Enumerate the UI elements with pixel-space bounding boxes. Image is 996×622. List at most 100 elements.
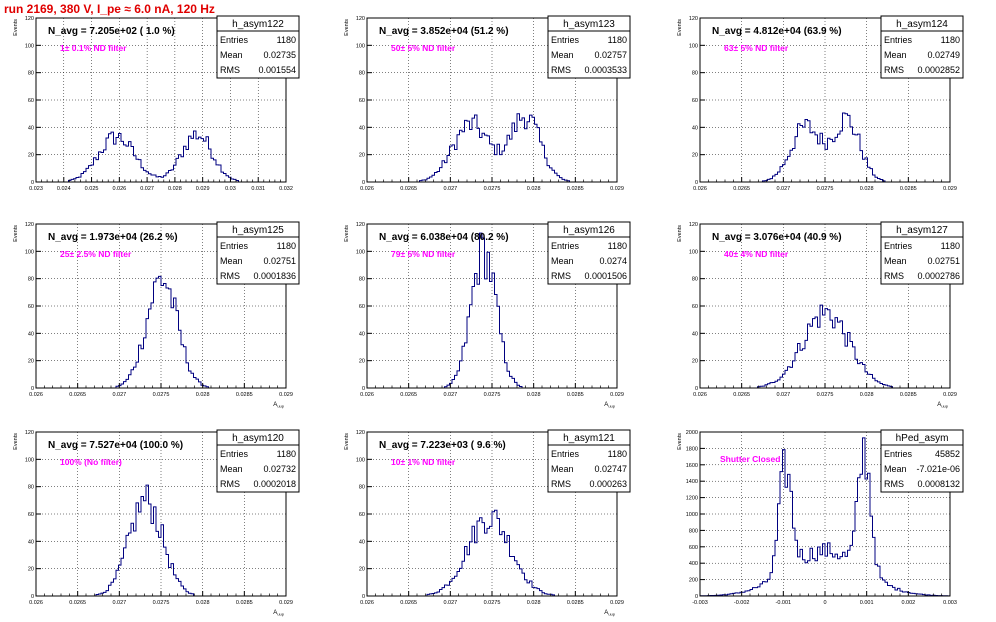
- y-tick-label: 80: [692, 71, 698, 77]
- y-tick-label: 100: [356, 457, 365, 463]
- histogram-panel-h_asym124: 0.026 0.0265 0.027 0.0275 0.028 0.0285 0.029 0 2…: [677, 15, 964, 192]
- y-tick-label: 60: [28, 512, 34, 518]
- filter-label: 63± 5% ND filter: [724, 43, 789, 53]
- x-tick-label: 0.026: [29, 600, 43, 606]
- stats-box: [547, 429, 631, 493]
- x-tick-label: 0.026: [360, 392, 374, 398]
- stats-value: 0.001554: [258, 65, 296, 75]
- stats-key: Entries: [884, 35, 913, 45]
- filter-label: 1± 0.1% ND filter: [60, 43, 127, 53]
- y-tick-label: 40: [359, 125, 365, 131]
- y-tick-label: 1800: [686, 446, 698, 452]
- stats-key: RMS: [884, 479, 904, 489]
- stats-value: 1180: [277, 35, 296, 45]
- y-tick-label: 200: [689, 578, 698, 584]
- x-tick-label: 0.029: [610, 186, 624, 192]
- x-axis-label: Auup: [273, 402, 284, 409]
- y-tick-label: 100: [356, 43, 365, 49]
- x-axis-label: Auup: [604, 610, 615, 617]
- filter-label: 40± 4% ND filter: [724, 249, 789, 259]
- n-avg-label: N_avg = 7.223e+03 ( 9.6 %): [379, 440, 506, 451]
- x-tick-label: 0.029: [610, 392, 624, 398]
- y-tick-label: 2000: [686, 430, 698, 436]
- x-tick-label: 0.026: [112, 186, 126, 192]
- x-tick-label: 0.027: [112, 392, 126, 398]
- y-tick-label: 100: [25, 249, 34, 255]
- x-tick-label: 0.029: [943, 186, 957, 192]
- stats-title: h_asym124: [896, 19, 948, 30]
- stats-title: h_asym120: [232, 433, 284, 444]
- x-tick-label: 0.0275: [153, 600, 170, 606]
- x-tick-label: 0.0275: [484, 600, 501, 606]
- stats-box: [216, 221, 300, 285]
- x-tick-label: 0.032: [279, 186, 293, 192]
- x-tick-label: 0.025: [85, 186, 99, 192]
- x-tick-label: 0.0285: [900, 186, 917, 192]
- histogram-panel-h_asym125: 0.026 0.0265 0.027 0.0275 0.028 0.0285 0.029 0 2…: [13, 221, 300, 409]
- y-tick-label: 20: [359, 153, 365, 159]
- stats-box: [880, 429, 964, 493]
- x-tick-label: 0.029: [279, 392, 293, 398]
- x-tick-label: 0.027: [112, 600, 126, 606]
- x-tick-label: 0.0275: [817, 392, 834, 398]
- y-tick-label: 20: [359, 359, 365, 365]
- stats-key: Mean: [884, 50, 907, 60]
- y-tick-label: 100: [356, 249, 365, 255]
- stats-title: h_asym125: [232, 225, 284, 236]
- y-tick-label: 0: [695, 386, 698, 392]
- y-tick-label: 1200: [686, 496, 698, 502]
- stats-key: RMS: [884, 65, 904, 75]
- stats-value: 1180: [941, 241, 960, 251]
- filter-label: 100% (No filter): [60, 457, 122, 467]
- y-tick-label: 80: [359, 277, 365, 283]
- n-avg-label: N_avg = 1.973e+04 (26.2 %): [48, 232, 178, 243]
- stats-key: Mean: [220, 50, 243, 60]
- x-tick-label: -0.001: [776, 600, 792, 606]
- stats-box: [547, 221, 631, 285]
- x-axis-label: Auup: [604, 402, 615, 409]
- stats-box: [547, 15, 631, 79]
- x-tick-label: 0.0265: [400, 392, 417, 398]
- histogram-panel-h_asym123: 0.026 0.0265 0.027 0.0275 0.028 0.0285 0.029 0 2…: [344, 15, 631, 192]
- y-tick-label: 60: [359, 512, 365, 518]
- stats-key: RMS: [884, 271, 904, 281]
- x-tick-label: 0.029: [279, 600, 293, 606]
- stats-key: Mean: [551, 464, 574, 474]
- x-tick-label: 0.023: [29, 186, 43, 192]
- y-tick-label: 80: [359, 485, 365, 491]
- y-tick-label: 1000: [686, 512, 698, 518]
- x-tick-label: 0.029: [196, 186, 210, 192]
- x-tick-label: 0.03: [225, 186, 236, 192]
- stats-key: RMS: [551, 479, 571, 489]
- y-tick-label: 40: [28, 331, 34, 337]
- y-tick-label: 20: [692, 153, 698, 159]
- filter-label: 10± 1% ND filter: [391, 457, 456, 467]
- stats-value: 0.02749: [927, 50, 960, 60]
- y-tick-label: 0: [362, 180, 365, 186]
- x-tick-label: 0.0265: [69, 392, 86, 398]
- x-tick-label: 0.028: [196, 600, 210, 606]
- stats-key: Entries: [884, 241, 913, 251]
- stats-value: 0.0002018: [253, 479, 296, 489]
- stats-value: 0.0274: [599, 256, 627, 266]
- y-tick-label: 100: [25, 457, 34, 463]
- stats-key: RMS: [551, 271, 571, 281]
- stats-value: 45852: [935, 449, 960, 459]
- y-tick-label: 0: [695, 180, 698, 186]
- stats-value: 1180: [608, 449, 627, 459]
- stats-key: Mean: [884, 256, 907, 266]
- stats-title: h_asym121: [563, 433, 615, 444]
- filter-label: Shutter Closed: [720, 454, 780, 464]
- x-tick-label: 0: [823, 600, 826, 606]
- x-tick-label: 0.028: [527, 186, 541, 192]
- filter-label: 50± 5% ND filter: [391, 43, 456, 53]
- stats-value: 1180: [277, 241, 296, 251]
- y-tick-label: 600: [689, 545, 698, 551]
- y-tick-label: 40: [692, 331, 698, 337]
- y-tick-label: 1600: [686, 463, 698, 469]
- stats-value: 0.0002786: [917, 271, 960, 281]
- y-tick-label: 100: [689, 249, 698, 255]
- n-avg-label: N_avg = 7.527e+04 (100.0 %): [48, 440, 183, 451]
- y-tick-label: 120: [689, 222, 698, 228]
- x-tick-label: 0.003: [943, 600, 957, 606]
